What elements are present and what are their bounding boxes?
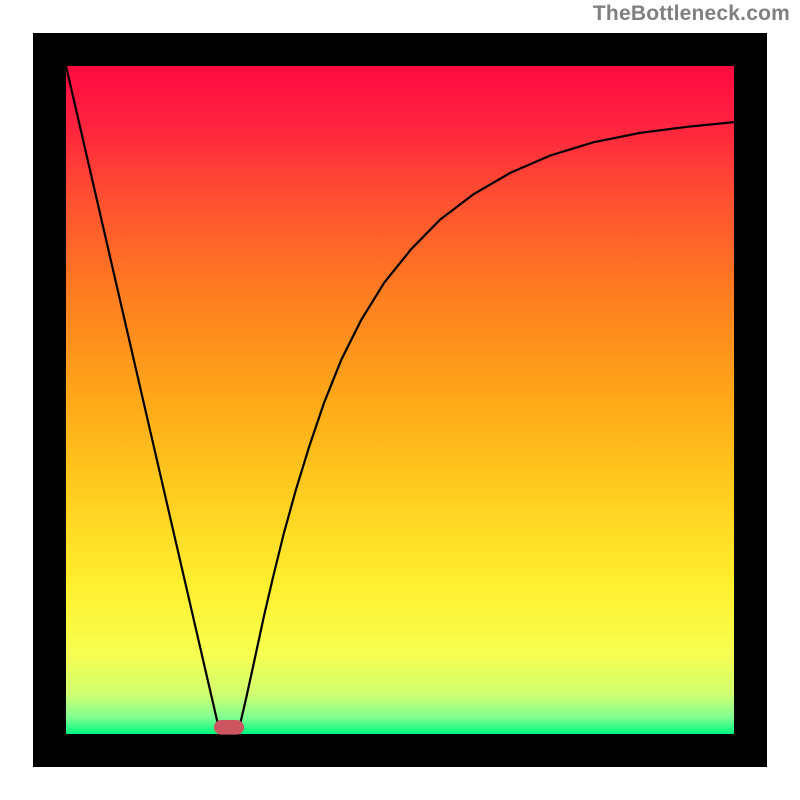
gradient-background: [66, 66, 734, 734]
minimum-marker: [214, 720, 244, 735]
plot-svg: [0, 0, 800, 800]
figure-root: TheBottleneck.com: [0, 0, 800, 800]
